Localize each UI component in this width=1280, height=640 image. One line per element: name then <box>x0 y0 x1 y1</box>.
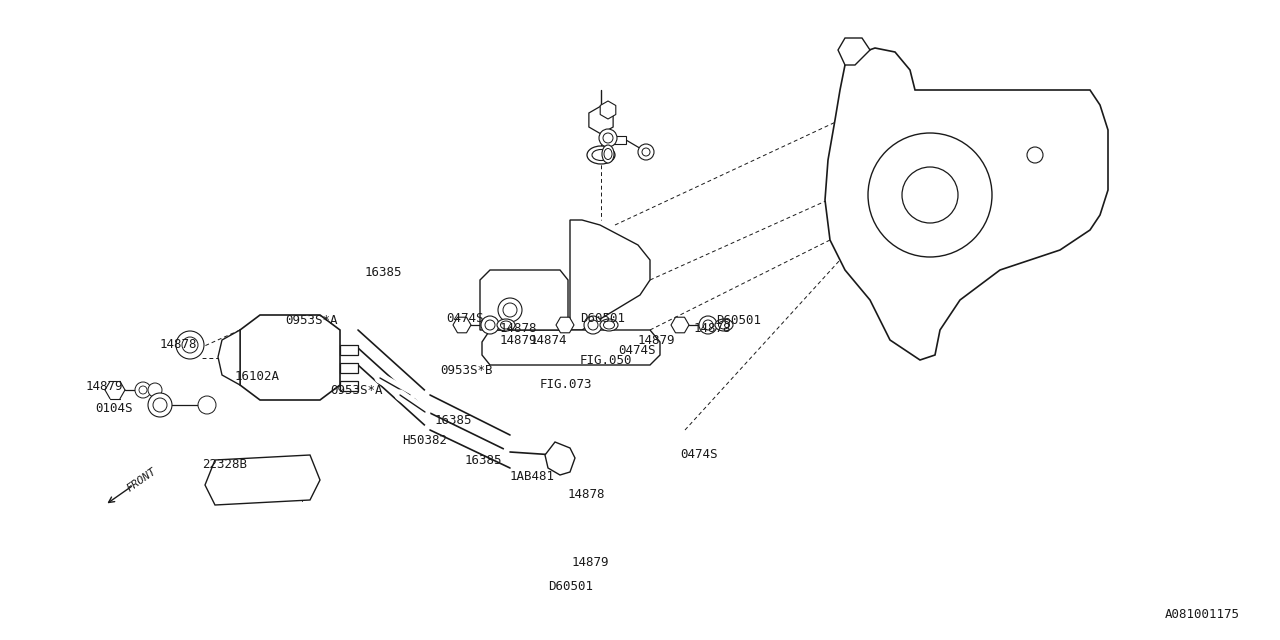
Circle shape <box>134 382 151 398</box>
Polygon shape <box>218 330 241 385</box>
Polygon shape <box>589 106 613 134</box>
Circle shape <box>699 316 717 334</box>
Circle shape <box>481 316 499 334</box>
Circle shape <box>148 393 172 417</box>
Polygon shape <box>545 442 575 475</box>
Ellipse shape <box>588 146 614 164</box>
Circle shape <box>637 144 654 160</box>
Circle shape <box>503 303 517 317</box>
Text: 14879: 14879 <box>86 381 123 394</box>
Text: 16385: 16385 <box>435 413 472 426</box>
Text: 0953S*A: 0953S*A <box>285 314 338 326</box>
Text: 22328B: 22328B <box>202 458 247 472</box>
Text: 16385: 16385 <box>465 454 503 467</box>
Ellipse shape <box>591 150 611 161</box>
Circle shape <box>599 129 617 147</box>
Circle shape <box>703 320 713 330</box>
Ellipse shape <box>603 321 614 329</box>
Circle shape <box>498 298 522 322</box>
Circle shape <box>868 133 992 257</box>
Text: 0474S: 0474S <box>680 449 718 461</box>
Circle shape <box>182 337 198 353</box>
Text: 14878: 14878 <box>160 339 197 351</box>
Polygon shape <box>570 220 650 330</box>
Text: 14874: 14874 <box>530 333 567 346</box>
Text: D60501: D60501 <box>580 312 625 324</box>
Circle shape <box>1027 147 1043 163</box>
Circle shape <box>154 398 166 412</box>
Text: 14878: 14878 <box>500 321 538 335</box>
Text: FRONT: FRONT <box>125 467 159 494</box>
Polygon shape <box>556 317 573 333</box>
Polygon shape <box>611 136 626 144</box>
Polygon shape <box>600 101 616 119</box>
Circle shape <box>177 331 204 359</box>
Ellipse shape <box>500 321 512 329</box>
Polygon shape <box>483 330 660 365</box>
Text: 14878: 14878 <box>568 488 605 502</box>
Polygon shape <box>826 48 1108 360</box>
Circle shape <box>902 167 957 223</box>
Text: 0474S: 0474S <box>618 344 655 356</box>
Ellipse shape <box>716 319 733 331</box>
Ellipse shape <box>604 148 612 159</box>
Circle shape <box>148 383 163 397</box>
Ellipse shape <box>602 145 614 163</box>
Text: 14879: 14879 <box>572 556 609 568</box>
Text: 1AB481: 1AB481 <box>509 470 556 483</box>
Ellipse shape <box>600 319 618 331</box>
Polygon shape <box>241 315 340 400</box>
Text: 14879: 14879 <box>500 333 538 346</box>
Text: 16385: 16385 <box>365 266 402 278</box>
Text: 0104S: 0104S <box>95 401 133 415</box>
Polygon shape <box>340 363 358 373</box>
Circle shape <box>198 396 216 414</box>
Text: D60501: D60501 <box>548 580 593 593</box>
Polygon shape <box>340 345 358 355</box>
Text: A081001175: A081001175 <box>1165 607 1240 621</box>
Text: 14879: 14879 <box>637 333 676 346</box>
Text: FIG.050: FIG.050 <box>580 353 632 367</box>
Text: 0953S*A: 0953S*A <box>330 383 383 397</box>
Circle shape <box>603 133 613 143</box>
Text: 14878: 14878 <box>694 321 731 335</box>
Text: 0953S*B: 0953S*B <box>440 364 493 376</box>
Circle shape <box>485 320 495 330</box>
Text: D60501: D60501 <box>716 314 762 326</box>
Circle shape <box>588 320 598 330</box>
Text: FIG.073: FIG.073 <box>540 378 593 392</box>
Circle shape <box>140 386 147 394</box>
Text: 16102A: 16102A <box>236 371 280 383</box>
Circle shape <box>584 316 602 334</box>
Text: 0474S: 0474S <box>445 312 484 324</box>
Text: H50382: H50382 <box>402 433 447 447</box>
Circle shape <box>643 148 650 156</box>
Ellipse shape <box>497 319 515 331</box>
Polygon shape <box>453 317 471 333</box>
Polygon shape <box>838 38 870 65</box>
Polygon shape <box>205 455 320 505</box>
Polygon shape <box>480 270 568 330</box>
Ellipse shape <box>718 321 730 329</box>
Polygon shape <box>340 381 358 391</box>
Polygon shape <box>671 317 689 333</box>
